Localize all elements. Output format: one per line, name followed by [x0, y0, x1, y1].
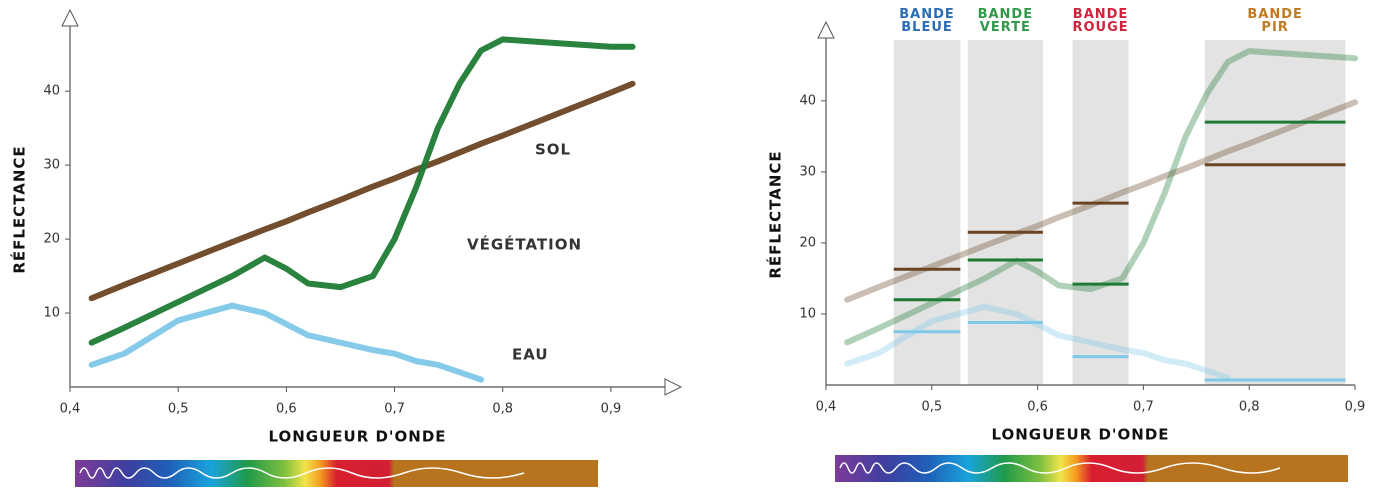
y-axis-title: RÉFLECTANCE [766, 150, 785, 278]
x-tick-label: 0,6 [276, 402, 297, 417]
y-tick-label: 30 [43, 158, 60, 173]
x-tick-label: 0,8 [492, 402, 513, 417]
series-line [88, 36, 636, 346]
series-line [88, 302, 485, 383]
x-axis-arrow [664, 378, 683, 396]
x-tick-label: 0,5 [168, 402, 189, 417]
y-axis-arrow [61, 8, 79, 27]
series-line [844, 99, 1358, 303]
y-tick-label: 30 [799, 164, 816, 179]
band [893, 40, 961, 385]
x-tick-label: 0,6 [1027, 400, 1048, 415]
y-tick-label: 20 [799, 235, 816, 250]
band-label: BANDE PIR [1247, 7, 1303, 35]
x-tick-label: 0,9 [1345, 400, 1366, 415]
x-axis-title: LONGUEUR D'ONDE [991, 426, 1169, 444]
y-tick-label: 40 [799, 93, 816, 108]
x-axis-title: LONGUEUR D'ONDE [268, 428, 446, 446]
series-line [844, 303, 1232, 381]
y-tick-label: 40 [43, 84, 60, 99]
band [1072, 40, 1129, 385]
band-label: BANDE BLEUE [899, 7, 955, 35]
series-label: SOL [535, 141, 571, 159]
band-label: BANDE VERTE [977, 7, 1034, 35]
spectrum-bar [75, 455, 1348, 487]
band [967, 40, 1043, 385]
band-label: BANDE ROUGE [1072, 7, 1129, 35]
y-tick-label: 10 [43, 306, 60, 321]
y-axis-arrow [817, 20, 835, 39]
band [1204, 40, 1346, 385]
y-tick-label: 20 [43, 232, 60, 247]
x-tick-label: 0,8 [1239, 400, 1260, 415]
x-tick-label: 0,7 [1133, 400, 1154, 415]
x-tick-label: 0,4 [816, 400, 837, 415]
x-tick-label: 0,4 [60, 402, 81, 417]
y-axis-title: RÉFLECTANCE [10, 145, 29, 273]
x-tick-label: 0,5 [921, 400, 942, 415]
series-line [844, 48, 1358, 346]
series-line [88, 80, 636, 302]
series-label: VÉGÉTATION [467, 235, 582, 254]
x-tick-label: 0,9 [601, 402, 622, 417]
series-label: EAU [512, 346, 549, 364]
y-tick-label: 10 [799, 306, 816, 321]
x-tick-label: 0,7 [384, 402, 405, 417]
